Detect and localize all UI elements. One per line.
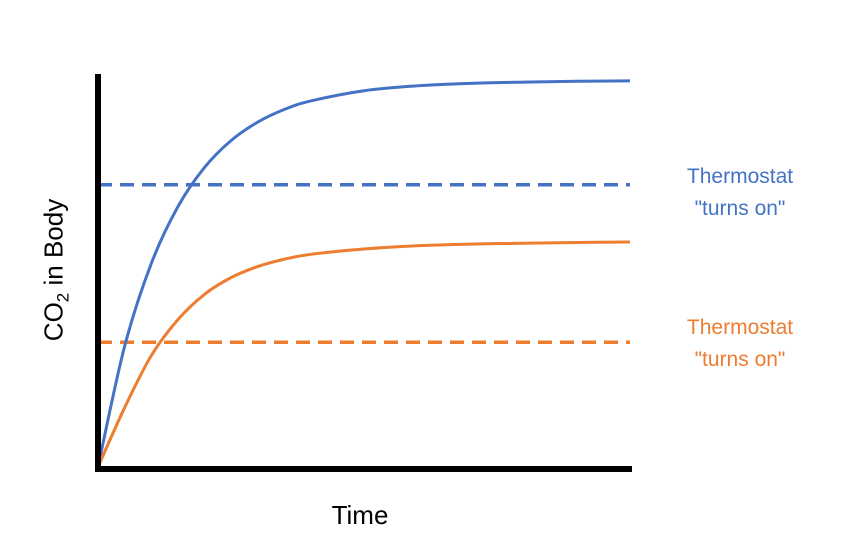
series-layer [96,79,631,468]
blue-co2-curve [96,79,631,468]
annotation-blue-threshold: Thermostat "turns on" [660,161,820,225]
annotation-line: Thermostat [686,316,794,339]
orange-co2-curve [96,240,631,468]
annotation-line: "turns on" [694,197,786,220]
y-axis-label: CO2 in Body [38,198,73,342]
x-axis-label: Time [331,500,389,530]
annotation-line: Thermostat [686,165,794,188]
annotation-orange-threshold: Thermostat "turns on" [660,312,820,376]
annotation-line: "turns on" [694,348,786,371]
